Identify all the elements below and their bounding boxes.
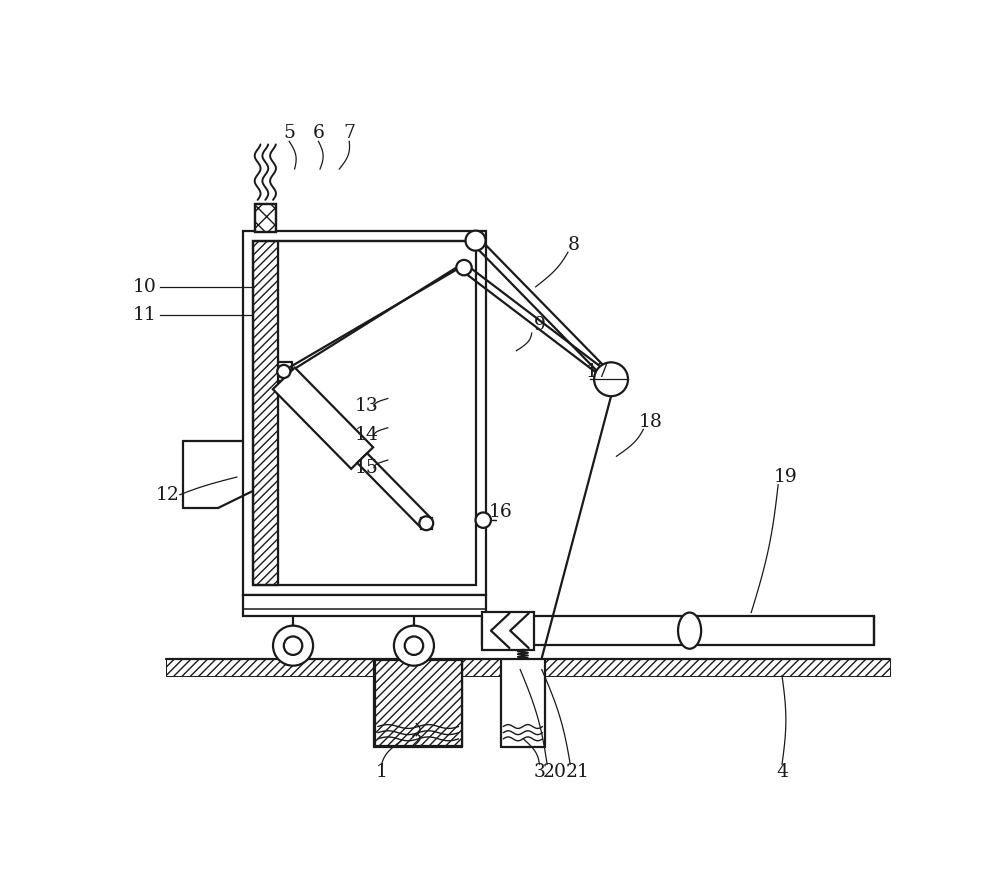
Bar (255, 204, 276, 232)
Circle shape (419, 517, 433, 530)
Text: 16: 16 (489, 503, 513, 522)
Text: 8: 8 (568, 236, 580, 253)
Bar (255, 204, 276, 232)
Circle shape (273, 626, 313, 666)
Text: 9: 9 (534, 316, 545, 334)
Polygon shape (357, 453, 431, 528)
Text: 13: 13 (354, 397, 378, 415)
Circle shape (405, 637, 423, 655)
Text: 6: 6 (313, 124, 324, 142)
Text: 1: 1 (376, 763, 388, 781)
Text: 7: 7 (343, 124, 355, 142)
Circle shape (456, 260, 472, 276)
Text: 2: 2 (410, 734, 422, 752)
Bar (482, 616, 874, 645)
Circle shape (466, 230, 486, 251)
Bar (253, 241, 278, 585)
Text: 17: 17 (585, 363, 609, 380)
Circle shape (277, 364, 290, 378)
Text: 18: 18 (639, 412, 663, 430)
Bar (253, 241, 476, 585)
Bar (243, 230, 486, 595)
Text: 12: 12 (156, 485, 179, 504)
Circle shape (476, 512, 491, 528)
Bar (482, 612, 534, 650)
Bar (243, 595, 486, 616)
Bar (375, 660, 462, 746)
Bar (421, 518, 432, 529)
Text: 21: 21 (566, 763, 590, 781)
Text: 5: 5 (283, 124, 295, 142)
Text: 4: 4 (776, 763, 788, 781)
Text: 11: 11 (133, 307, 156, 324)
Circle shape (594, 363, 628, 396)
Ellipse shape (678, 613, 701, 649)
Polygon shape (273, 367, 373, 469)
Text: 3: 3 (534, 763, 545, 781)
Text: 10: 10 (133, 278, 156, 296)
Text: 20: 20 (543, 763, 567, 781)
Text: 19: 19 (774, 468, 798, 486)
Text: 15: 15 (354, 459, 378, 477)
Bar (253, 241, 278, 585)
Circle shape (394, 626, 434, 666)
Circle shape (284, 637, 302, 655)
Text: 14: 14 (354, 427, 378, 444)
